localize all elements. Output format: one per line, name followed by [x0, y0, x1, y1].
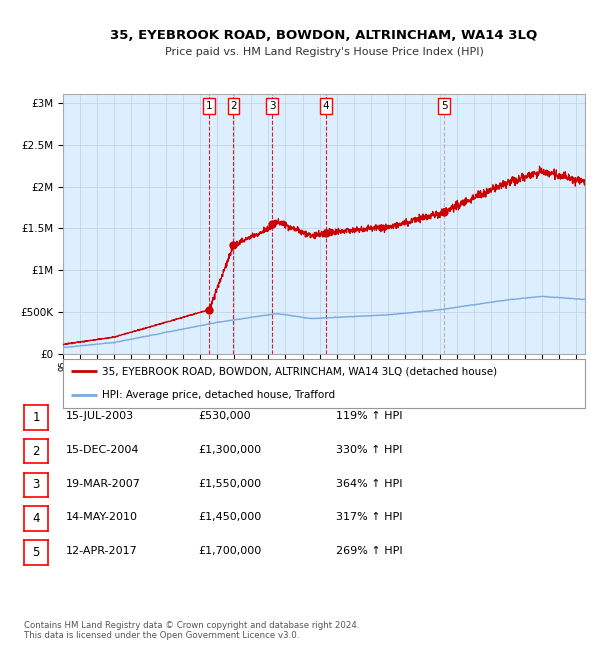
Text: 2: 2	[32, 445, 40, 458]
Text: 14-MAY-2010: 14-MAY-2010	[66, 512, 138, 523]
Text: £1,700,000: £1,700,000	[198, 546, 261, 556]
Text: 3: 3	[32, 478, 40, 491]
Text: 15-DEC-2004: 15-DEC-2004	[66, 445, 139, 455]
Text: 1: 1	[206, 101, 212, 111]
Text: 5: 5	[32, 546, 40, 559]
Text: 4: 4	[323, 101, 329, 111]
Text: 364% ↑ HPI: 364% ↑ HPI	[336, 478, 403, 489]
Text: £1,300,000: £1,300,000	[198, 445, 261, 455]
Text: 3: 3	[269, 101, 275, 111]
Text: 4: 4	[32, 512, 40, 525]
Text: HPI: Average price, detached house, Trafford: HPI: Average price, detached house, Traf…	[102, 390, 335, 400]
Text: 5: 5	[441, 101, 448, 111]
Text: 330% ↑ HPI: 330% ↑ HPI	[336, 445, 403, 455]
Text: 15-JUL-2003: 15-JUL-2003	[66, 411, 134, 421]
Text: 119% ↑ HPI: 119% ↑ HPI	[336, 411, 403, 421]
Text: Contains HM Land Registry data © Crown copyright and database right 2024.: Contains HM Land Registry data © Crown c…	[24, 621, 359, 630]
Text: 317% ↑ HPI: 317% ↑ HPI	[336, 512, 403, 523]
Text: 35, EYEBROOK ROAD, BOWDON, ALTRINCHAM, WA14 3LQ: 35, EYEBROOK ROAD, BOWDON, ALTRINCHAM, W…	[110, 29, 538, 42]
Text: 19-MAR-2007: 19-MAR-2007	[66, 478, 141, 489]
Text: £1,550,000: £1,550,000	[198, 478, 261, 489]
Text: 35, EYEBROOK ROAD, BOWDON, ALTRINCHAM, WA14 3LQ (detached house): 35, EYEBROOK ROAD, BOWDON, ALTRINCHAM, W…	[102, 367, 497, 376]
Text: £530,000: £530,000	[198, 411, 251, 421]
Text: Price paid vs. HM Land Registry's House Price Index (HPI): Price paid vs. HM Land Registry's House …	[164, 47, 484, 57]
Text: 269% ↑ HPI: 269% ↑ HPI	[336, 546, 403, 556]
Text: 12-APR-2017: 12-APR-2017	[66, 546, 138, 556]
Text: This data is licensed under the Open Government Licence v3.0.: This data is licensed under the Open Gov…	[24, 631, 299, 640]
Text: £1,450,000: £1,450,000	[198, 512, 261, 523]
Text: 1: 1	[32, 411, 40, 424]
Text: 2: 2	[230, 101, 237, 111]
